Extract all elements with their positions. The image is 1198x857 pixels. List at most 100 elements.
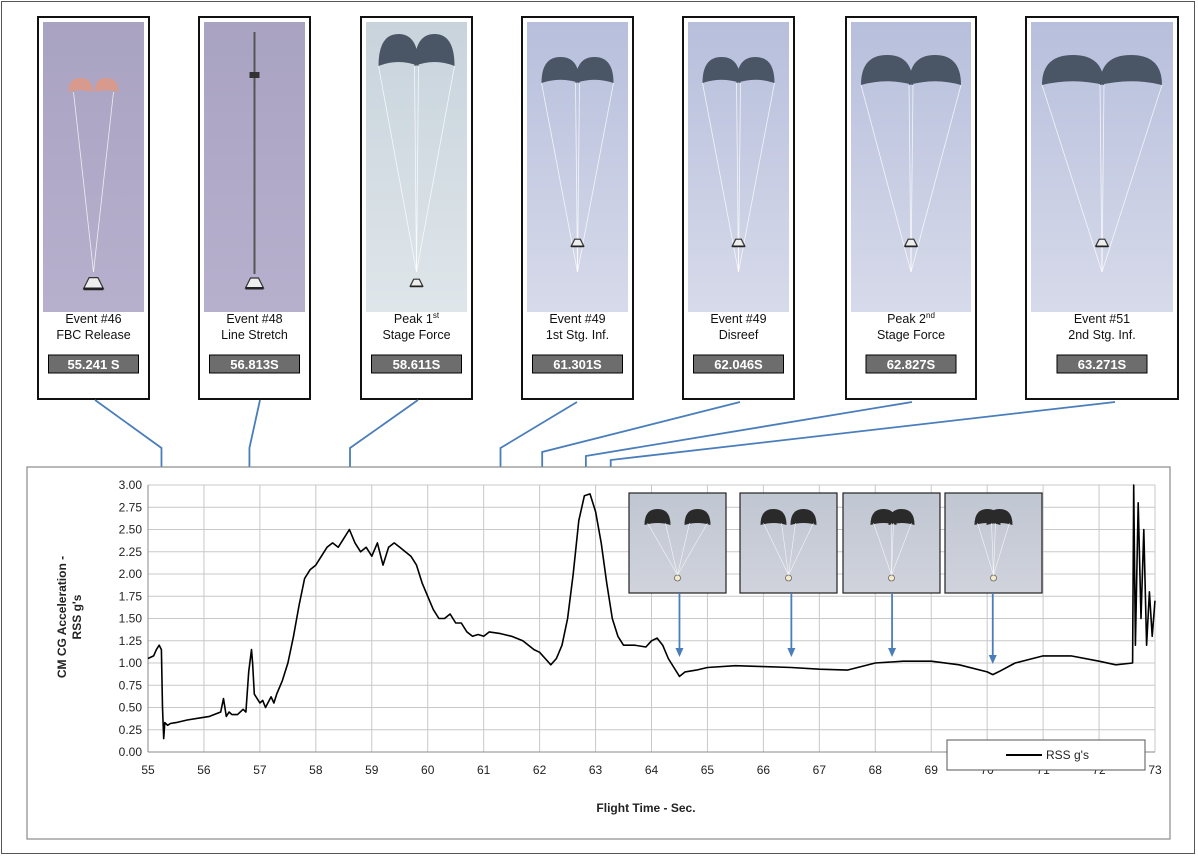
suspension-line bbox=[993, 522, 996, 576]
suspension-line bbox=[788, 522, 796, 576]
suspension-line bbox=[991, 522, 994, 576]
inset-photo-1 bbox=[628, 492, 727, 594]
event-photo-two-small-chutes bbox=[43, 22, 144, 312]
y-tick-label: 2.25 bbox=[119, 545, 143, 559]
suspension-line bbox=[416, 65, 455, 273]
event-card: Event #46 FBC Release 55.241 S bbox=[37, 16, 150, 400]
event-label-line2: 2nd Stg. Inf. bbox=[1068, 328, 1135, 342]
parachute-canopy bbox=[986, 509, 1013, 525]
event-time-box bbox=[209, 354, 300, 374]
x-tick-label: 64 bbox=[645, 763, 659, 777]
y-tick-label: 2.00 bbox=[119, 567, 143, 581]
capsule bbox=[674, 574, 681, 582]
event-label-line1: Event #51 bbox=[1074, 312, 1130, 326]
y-tick-label: 2.75 bbox=[119, 500, 143, 514]
suspension-line bbox=[665, 522, 678, 576]
event-label-line1: Event #49 bbox=[549, 312, 605, 326]
event-card: Peak 2nd Stage Force 62.827S bbox=[845, 16, 977, 400]
event-time: 62.827S bbox=[887, 357, 936, 372]
chart-grid bbox=[147, 484, 1156, 753]
parachute-canopy bbox=[702, 57, 741, 83]
parachute-canopy bbox=[575, 57, 614, 83]
event-label-line1: Peak 1st bbox=[394, 311, 440, 326]
capsule-heatshield bbox=[410, 285, 423, 288]
suspension-line bbox=[891, 522, 894, 576]
event-card: Peak 1st Stage Force 58.611S bbox=[360, 16, 473, 400]
x-tick-label: 58 bbox=[309, 763, 323, 777]
event-label-line2: 1st Stg. Inf. bbox=[546, 328, 609, 342]
deploy-bag bbox=[249, 72, 260, 78]
x-tick-label: 61 bbox=[477, 763, 491, 777]
event-time: 58.611S bbox=[393, 357, 441, 372]
y-tick-label: 3.00 bbox=[119, 478, 143, 492]
x-tick-label: 60 bbox=[421, 763, 435, 777]
y-tick-label: 1.50 bbox=[119, 612, 143, 626]
suspension-line bbox=[414, 65, 417, 273]
x-tick-label: 65 bbox=[701, 763, 715, 777]
suspension-line bbox=[1041, 84, 1103, 273]
event-time: 63.271S bbox=[1078, 357, 1127, 372]
suspension-line bbox=[647, 522, 678, 576]
event-time-box bbox=[865, 354, 957, 374]
suspension-line bbox=[677, 522, 690, 576]
y-tick-label: 1.75 bbox=[119, 589, 143, 603]
x-tick-label: 59 bbox=[365, 763, 379, 777]
legend: RSS g's bbox=[946, 739, 1146, 771]
event-card: Event #49 Disreef 62.046S bbox=[682, 16, 795, 400]
suspension-line bbox=[577, 82, 614, 273]
chart-ticks: 555657585960616263646566676869707172730.… bbox=[119, 478, 1162, 777]
y-tick-label: 1.00 bbox=[119, 656, 143, 670]
parachute-canopy bbox=[909, 55, 961, 85]
event-label-line2: Stage Force bbox=[382, 328, 450, 342]
y-tick-label: 0.75 bbox=[119, 678, 143, 692]
y-tick-label: 0.25 bbox=[119, 723, 143, 737]
y-tick-label: 1.25 bbox=[119, 634, 143, 648]
event-label-superscript: st bbox=[433, 311, 440, 320]
event-label-superscript: nd bbox=[926, 311, 935, 320]
event-time: 61.301S bbox=[553, 357, 602, 372]
x-axis-title: Flight Time - Sec. bbox=[596, 801, 695, 815]
event-label-line1: Event #49 bbox=[710, 312, 766, 326]
legend-label: RSS g's bbox=[1046, 748, 1089, 762]
parachute-canopy bbox=[861, 55, 913, 85]
parachute-canopy bbox=[736, 57, 775, 83]
suspension-line bbox=[702, 82, 739, 273]
parachute-canopy bbox=[684, 509, 711, 525]
parachute-canopy bbox=[760, 509, 787, 525]
y-tick-label: 0.50 bbox=[119, 701, 143, 715]
legend-box bbox=[946, 739, 1146, 771]
capsule bbox=[785, 574, 792, 582]
suspension-line bbox=[416, 65, 419, 273]
event-label-line1: Event #46 bbox=[65, 312, 121, 326]
parachute-canopy bbox=[1042, 55, 1104, 85]
capsule-heatshield bbox=[571, 245, 584, 248]
capsule bbox=[990, 574, 997, 582]
suspension-line bbox=[891, 522, 912, 576]
parachute-canopy bbox=[644, 509, 671, 525]
parachute-canopy bbox=[378, 34, 419, 66]
suspension-line bbox=[763, 522, 789, 576]
y-tick-label: 2.50 bbox=[119, 523, 143, 537]
inset-photo-2 bbox=[739, 492, 838, 594]
suspension-line bbox=[910, 84, 962, 273]
x-tick-label: 62 bbox=[533, 763, 547, 777]
x-tick-label: 73 bbox=[1148, 763, 1162, 777]
inset-photos bbox=[628, 492, 1043, 594]
suspension-line bbox=[977, 522, 994, 576]
suspension-line bbox=[73, 91, 94, 273]
y-axis-title-line1: CM CG Acceleration - bbox=[55, 556, 69, 678]
suspension-line bbox=[378, 65, 417, 273]
event-card: Event #48 Line Stretch 56.813S bbox=[198, 16, 311, 400]
event-time-box bbox=[693, 354, 784, 374]
inset-arrows bbox=[675, 593, 997, 664]
event-label-line1: Event #48 bbox=[226, 312, 282, 326]
suspension-line bbox=[781, 522, 789, 576]
series-line-rss bbox=[147, 484, 1156, 740]
x-tick-label: 69 bbox=[925, 763, 939, 777]
suspension-line bbox=[993, 522, 1010, 576]
suspension-line bbox=[873, 522, 892, 576]
suspension-line bbox=[541, 82, 578, 273]
x-tick-label: 55 bbox=[141, 763, 155, 777]
